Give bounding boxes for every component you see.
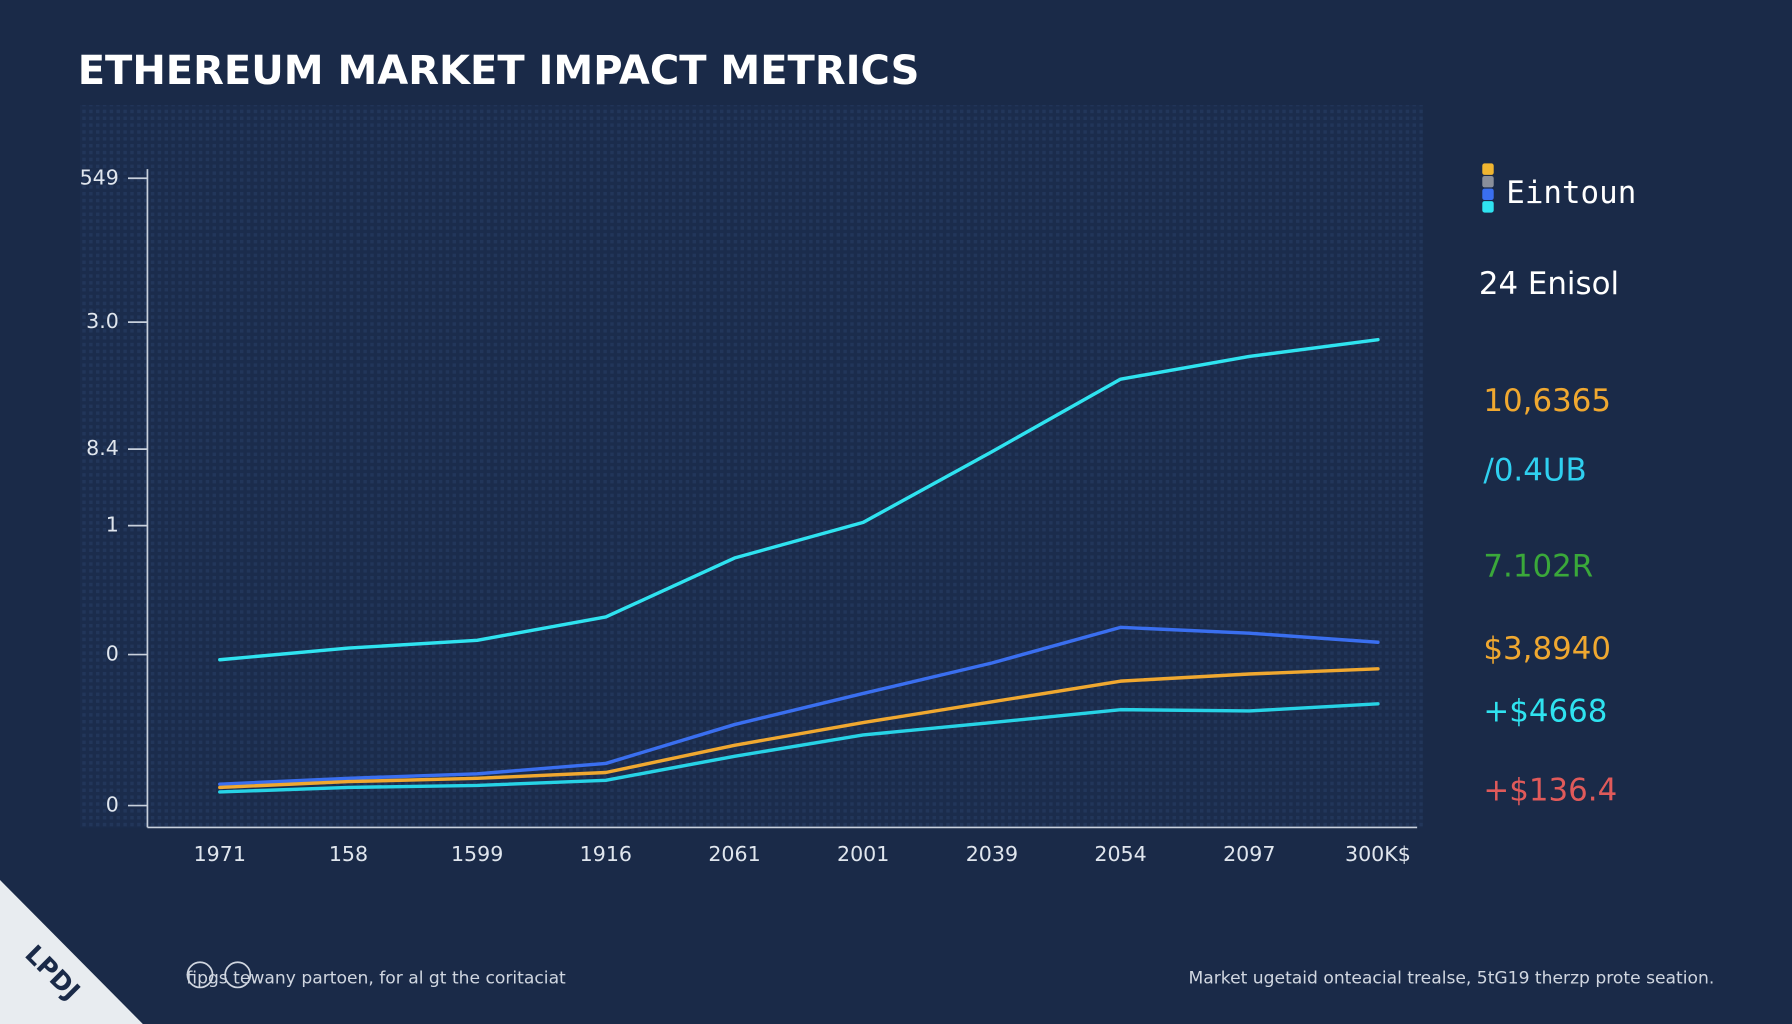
footer-icon (186, 961, 214, 989)
x-tick-label: 2054 (1094, 842, 1146, 866)
y-tick-label: 3.0 (86, 309, 119, 333)
side-label: 10,6365 (1483, 383, 1611, 419)
y-tick-label: 0 (106, 642, 119, 666)
side-label: +$4668 (1483, 694, 1607, 730)
y-tick-label: 0 (106, 793, 119, 817)
x-tick-label: 2061 (708, 842, 760, 866)
y-tick-label: 1 (106, 513, 119, 537)
side-label: 7.102R (1483, 548, 1593, 584)
series-line (218, 667, 1380, 790)
legend-swatch (1482, 201, 1494, 213)
side-label: /0.4UB (1483, 453, 1586, 489)
side-label: $3,8940 (1483, 631, 1611, 667)
x-tick-label: 1916 (580, 842, 632, 866)
y-tick-label: 549 (80, 165, 119, 189)
x-tick-label: 2097 (1223, 842, 1275, 866)
series-line (218, 625, 1380, 786)
x-tick-label: 158 (329, 842, 368, 866)
x-tick-label: 1599 (451, 842, 503, 866)
plot-background (80, 105, 1423, 828)
footer-left: fipgs tewany partoen, for al gt the cori… (186, 968, 566, 988)
legend-swatch (1482, 176, 1494, 188)
legend-label: Eintoun (1506, 175, 1636, 211)
footer-right: Market ugetaid onteacial trealse, 5tG19 … (1189, 968, 1715, 988)
y-tick-label: 8.4 (86, 436, 119, 460)
x-tick-label: 2001 (837, 842, 889, 866)
corner-badge (0, 880, 143, 1024)
x-tick-label: 2039 (966, 842, 1018, 866)
footer-icon (224, 961, 252, 989)
legend-swatch (1482, 188, 1494, 200)
side-heading: 24 Enisol (1479, 266, 1619, 302)
series-line (218, 702, 1380, 794)
side-label: +$136.4 (1483, 773, 1617, 809)
chart-title: ETHEREUM MARKET IMPACT METRICS (78, 48, 920, 94)
x-tick-label: 1971 (194, 842, 246, 866)
legend-swatch (1482, 163, 1494, 175)
x-tick-label: 300K$ (1345, 842, 1411, 866)
series-line (218, 337, 1380, 662)
